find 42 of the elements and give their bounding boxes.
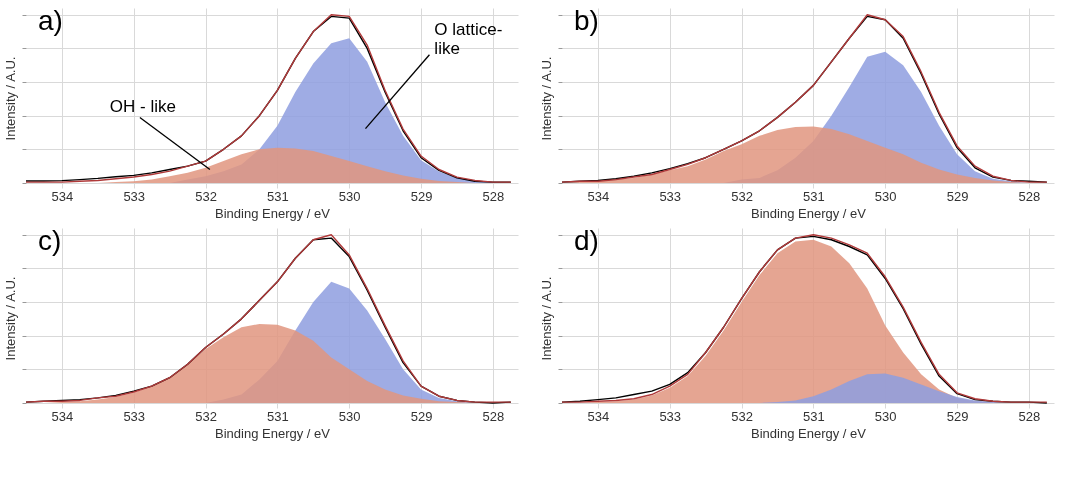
y-axis-title: Intensity / A.U. bbox=[3, 56, 18, 141]
chart-title: b) bbox=[574, 5, 599, 36]
x-tick-label: 531 bbox=[267, 408, 289, 424]
x-tick-label: 531 bbox=[803, 408, 825, 424]
x-axis-title: Binding Energy / eV bbox=[215, 205, 331, 221]
x-tick-label: 530 bbox=[338, 408, 361, 424]
x-tick-label: 530 bbox=[874, 188, 897, 204]
x-tick-label: 532 bbox=[195, 188, 217, 204]
x-tick-label: 528 bbox=[1018, 188, 1041, 204]
x-tick-label: 533 bbox=[659, 408, 682, 424]
chart-title: d) bbox=[574, 225, 599, 256]
x-tick-label: 532 bbox=[731, 188, 753, 204]
x-tick-label: 529 bbox=[410, 188, 433, 204]
x-axis-title: Binding Energy / eV bbox=[215, 425, 331, 441]
x-tick-label: 531 bbox=[267, 188, 289, 204]
annotation: OH - like bbox=[109, 97, 176, 117]
x-tick-label: 533 bbox=[123, 188, 146, 204]
chart-title: a) bbox=[38, 5, 63, 36]
x-tick-label: 530 bbox=[338, 188, 361, 204]
x-tick-label: 529 bbox=[946, 408, 969, 424]
x-tick-label: 532 bbox=[195, 408, 217, 424]
x-tick-label: 534 bbox=[51, 188, 74, 204]
x-tick-label: 529 bbox=[410, 408, 433, 424]
x-tick-label: 528 bbox=[482, 408, 505, 424]
x-tick-label: 528 bbox=[482, 188, 505, 204]
x-axis-title: Binding Energy / eV bbox=[751, 425, 867, 441]
x-tick-label: 534 bbox=[587, 408, 610, 424]
y-axis-title: Intensity / A.U. bbox=[3, 276, 18, 361]
x-tick-label: 533 bbox=[123, 408, 146, 424]
x-axis-title: Binding Energy / eV bbox=[751, 205, 867, 221]
y-axis-title: Intensity / A.U. bbox=[539, 276, 554, 361]
x-tick-label: 528 bbox=[1018, 408, 1041, 424]
chart-title: c) bbox=[38, 225, 62, 256]
x-tick-label: 530 bbox=[874, 408, 897, 424]
y-axis-title: Intensity / A.U. bbox=[539, 56, 554, 141]
x-tick-label: 531 bbox=[803, 188, 825, 204]
x-tick-label: 529 bbox=[946, 188, 969, 204]
annotation: O lattice- like bbox=[434, 20, 503, 59]
x-tick-label: 534 bbox=[51, 408, 74, 424]
x-tick-label: 533 bbox=[659, 188, 682, 204]
x-tick-label: 534 bbox=[587, 188, 610, 204]
x-tick-label: 532 bbox=[731, 408, 753, 424]
